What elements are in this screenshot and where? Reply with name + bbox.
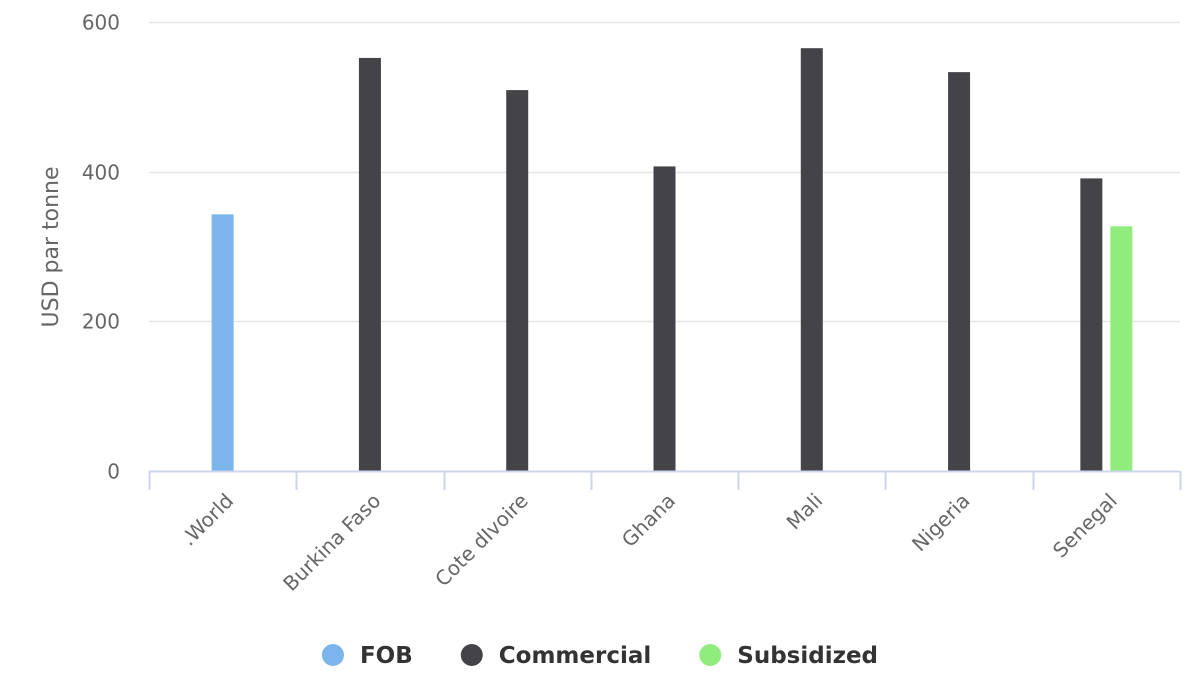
y-axis-ticks: 0 200 400 600 [82,11,120,484]
bars [211,48,1133,472]
bar-subsidized-6[interactable] [1110,226,1133,471]
y-tick-label: 0 [107,460,120,484]
legend-item-fob[interactable]: FOB [321,643,413,669]
x-axis-category-labels: .World Burkina Faso Cote dIvoire Ghana Mali N… [176,489,1122,596]
legend-label: FOB [360,643,413,669]
bar-commercial-2[interactable] [506,90,529,472]
x-category-label: Cote dIvoire [430,489,533,592]
y-tick-label: 200 [82,310,120,334]
x-category-label: Ghana [617,489,680,552]
bar-commercial-6[interactable] [1080,178,1103,471]
bar-commercial-4[interactable] [800,48,823,472]
bar-commercial-1[interactable] [358,57,381,472]
legend-marker [460,644,483,666]
x-category-label: .World [176,489,238,551]
x-axis [148,470,1182,490]
x-category-label: Senegal [1048,489,1122,563]
legend-marker [699,644,722,666]
x-category-label: Burkina Faso [278,489,385,596]
x-category-label: Nigeria [907,489,975,557]
legend: FOB Commercial Subsidized [321,643,878,669]
legend-item-commercial[interactable]: Commercial [460,643,651,669]
bar-fob-0[interactable] [211,214,234,472]
x-category-label: Mali [782,489,828,535]
y-tick-label: 600 [82,11,120,35]
legend-label: Commercial [499,643,651,669]
legend-label: Subsidized [737,643,878,669]
legend-item-subsidized[interactable]: Subsidized [699,643,878,669]
y-axis-title: USD par tonne [39,167,64,328]
y-tick-label: 400 [82,161,120,185]
bar-commercial-5[interactable] [948,72,971,471]
bar-commercial-3[interactable] [653,166,676,471]
legend-marker [321,644,344,666]
